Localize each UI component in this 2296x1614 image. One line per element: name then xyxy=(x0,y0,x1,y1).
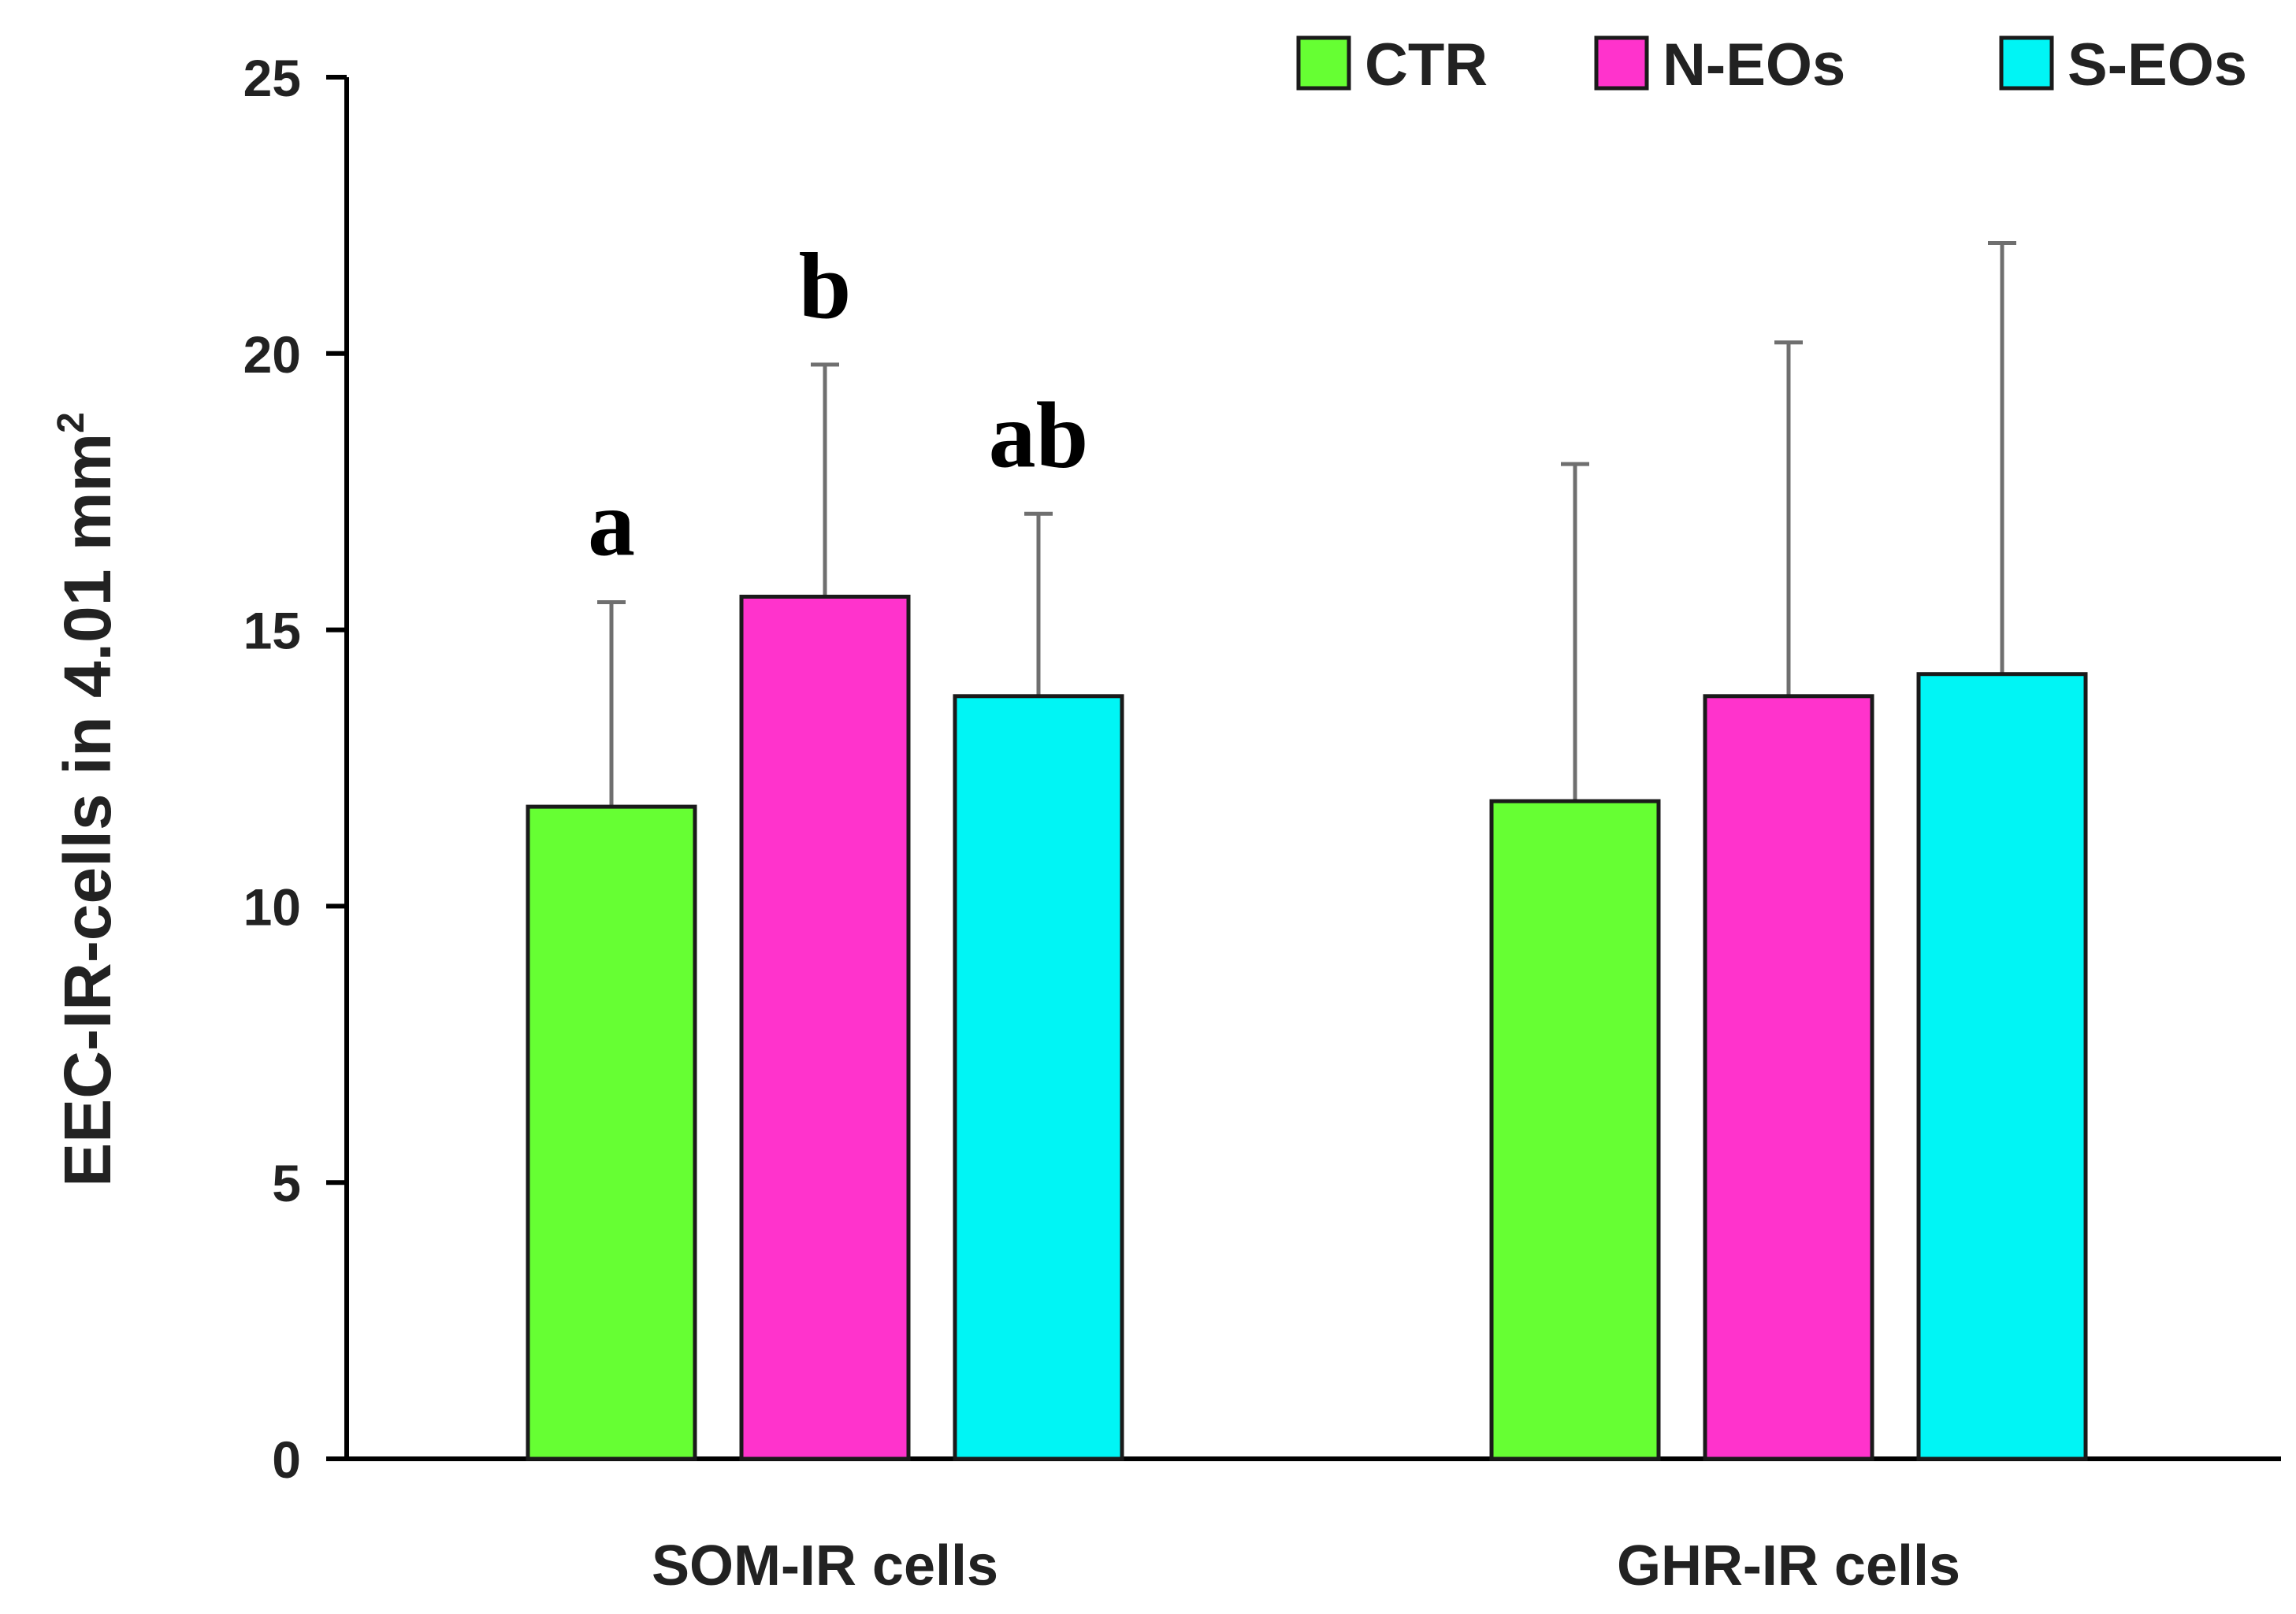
significance-label: a xyxy=(588,471,635,576)
legend-swatch-s-eos xyxy=(1999,35,2054,91)
bar-ctr-ghr xyxy=(1489,799,1661,1461)
bar-ctr-som xyxy=(526,804,697,1461)
x-category-label: SOM-IR cells xyxy=(652,1534,998,1597)
legend: CTR N-EOs S-EOs xyxy=(1296,32,2247,98)
y-tick-label: 25 xyxy=(243,49,301,107)
axes: 0 5 10 15 20 25 EEC-IR-cells in 4.01 mm2 xyxy=(50,49,2281,1489)
significance-label: b xyxy=(799,233,852,338)
y-tick-label: 20 xyxy=(243,325,301,384)
y-tick-label: 15 xyxy=(243,602,301,660)
legend-label-n-eos: N-EOs xyxy=(1663,32,1845,98)
y-axis-label-text: EEC-IR-cells in 4.01 mm xyxy=(50,433,124,1187)
y-axis-label-superscript: 2 xyxy=(50,412,92,433)
significance-label: ab xyxy=(989,382,1089,487)
y-tick-label: 0 xyxy=(272,1430,301,1489)
y-tick-label: 10 xyxy=(243,877,301,936)
legend-label-s-eos: S-EOs xyxy=(2068,32,2247,98)
y-axis-label: EEC-IR-cells in 4.01 mm2 xyxy=(50,412,124,1187)
bar-n-eos-ghr xyxy=(1703,694,1874,1461)
bar-n-eos-som xyxy=(739,595,911,1461)
legend-label-ctr: CTR xyxy=(1365,32,1488,98)
x-category-label: GHR-IR cells xyxy=(1617,1534,1960,1597)
legend-swatch-ctr xyxy=(1296,35,1351,91)
bar-s-eos-ghr xyxy=(1916,672,2088,1461)
bar-s-eos-som xyxy=(953,694,1124,1461)
bars xyxy=(526,240,2088,1461)
y-tick-label: 5 xyxy=(272,1154,301,1212)
legend-swatch-n-eos xyxy=(1594,35,1649,91)
